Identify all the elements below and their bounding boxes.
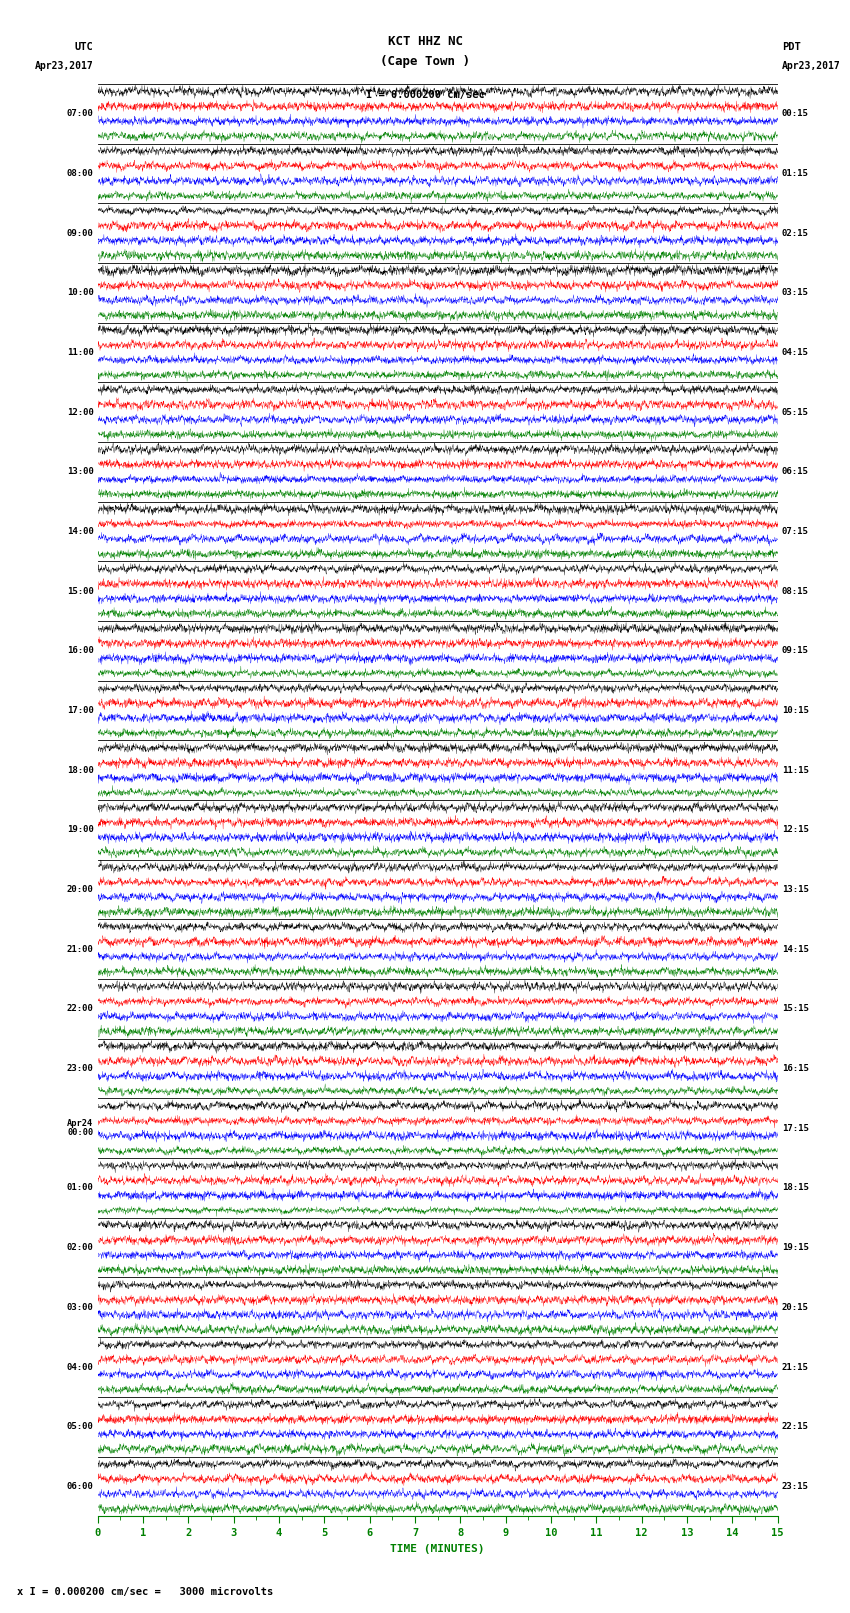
Text: Apr23,2017: Apr23,2017 — [782, 61, 841, 71]
Text: 03:15: 03:15 — [782, 289, 809, 297]
Text: KCT HHZ NC: KCT HHZ NC — [388, 35, 462, 48]
Text: 23:00: 23:00 — [66, 1065, 94, 1073]
Text: 00:15: 00:15 — [782, 110, 809, 118]
Text: 21:15: 21:15 — [782, 1363, 809, 1371]
Text: 11:00: 11:00 — [66, 348, 94, 356]
Text: 19:00: 19:00 — [66, 826, 94, 834]
Text: 12:00: 12:00 — [66, 408, 94, 416]
Text: 07:15: 07:15 — [782, 527, 809, 536]
Text: 13:00: 13:00 — [66, 468, 94, 476]
Text: 06:00: 06:00 — [66, 1482, 94, 1490]
Text: Apr24: Apr24 — [67, 1119, 94, 1129]
Text: 22:15: 22:15 — [782, 1423, 809, 1431]
Text: PDT: PDT — [782, 42, 801, 52]
Text: 10:15: 10:15 — [782, 706, 809, 715]
Text: Apr23,2017: Apr23,2017 — [35, 61, 94, 71]
Text: 19:15: 19:15 — [782, 1244, 809, 1252]
X-axis label: TIME (MINUTES): TIME (MINUTES) — [390, 1544, 485, 1553]
Text: 20:00: 20:00 — [66, 886, 94, 894]
Text: 01:00: 01:00 — [66, 1184, 94, 1192]
Text: 21:00: 21:00 — [66, 945, 94, 953]
Text: x I = 0.000200 cm/sec =   3000 microvolts: x I = 0.000200 cm/sec = 3000 microvolts — [17, 1587, 273, 1597]
Text: 00:00: 00:00 — [67, 1129, 94, 1137]
Text: I = 0.000200 cm/sec: I = 0.000200 cm/sec — [366, 90, 484, 100]
Text: 04:15: 04:15 — [782, 348, 809, 356]
Text: 09:00: 09:00 — [66, 229, 94, 237]
Text: 06:15: 06:15 — [782, 468, 809, 476]
Text: 20:15: 20:15 — [782, 1303, 809, 1311]
Text: 17:00: 17:00 — [66, 706, 94, 715]
Text: 18:00: 18:00 — [66, 766, 94, 774]
Text: 08:15: 08:15 — [782, 587, 809, 595]
Text: 18:15: 18:15 — [782, 1184, 809, 1192]
Text: 02:00: 02:00 — [66, 1244, 94, 1252]
Text: 14:15: 14:15 — [782, 945, 809, 953]
Text: 09:15: 09:15 — [782, 647, 809, 655]
Text: 15:15: 15:15 — [782, 1005, 809, 1013]
Text: 12:15: 12:15 — [782, 826, 809, 834]
Text: 07:00: 07:00 — [66, 110, 94, 118]
Text: 05:00: 05:00 — [66, 1423, 94, 1431]
Text: 02:15: 02:15 — [782, 229, 809, 237]
Text: 22:00: 22:00 — [66, 1005, 94, 1013]
Text: 05:15: 05:15 — [782, 408, 809, 416]
Text: 23:15: 23:15 — [782, 1482, 809, 1490]
Text: 16:15: 16:15 — [782, 1065, 809, 1073]
Text: 13:15: 13:15 — [782, 886, 809, 894]
Text: 01:15: 01:15 — [782, 169, 809, 177]
Text: 11:15: 11:15 — [782, 766, 809, 774]
Text: 08:00: 08:00 — [66, 169, 94, 177]
Text: (Cape Town ): (Cape Town ) — [380, 55, 470, 68]
Text: 15:00: 15:00 — [66, 587, 94, 595]
Text: UTC: UTC — [75, 42, 94, 52]
Text: 17:15: 17:15 — [782, 1124, 809, 1132]
Text: 03:00: 03:00 — [66, 1303, 94, 1311]
Text: 04:00: 04:00 — [66, 1363, 94, 1371]
Text: 10:00: 10:00 — [66, 289, 94, 297]
Text: 16:00: 16:00 — [66, 647, 94, 655]
Text: 14:00: 14:00 — [66, 527, 94, 536]
